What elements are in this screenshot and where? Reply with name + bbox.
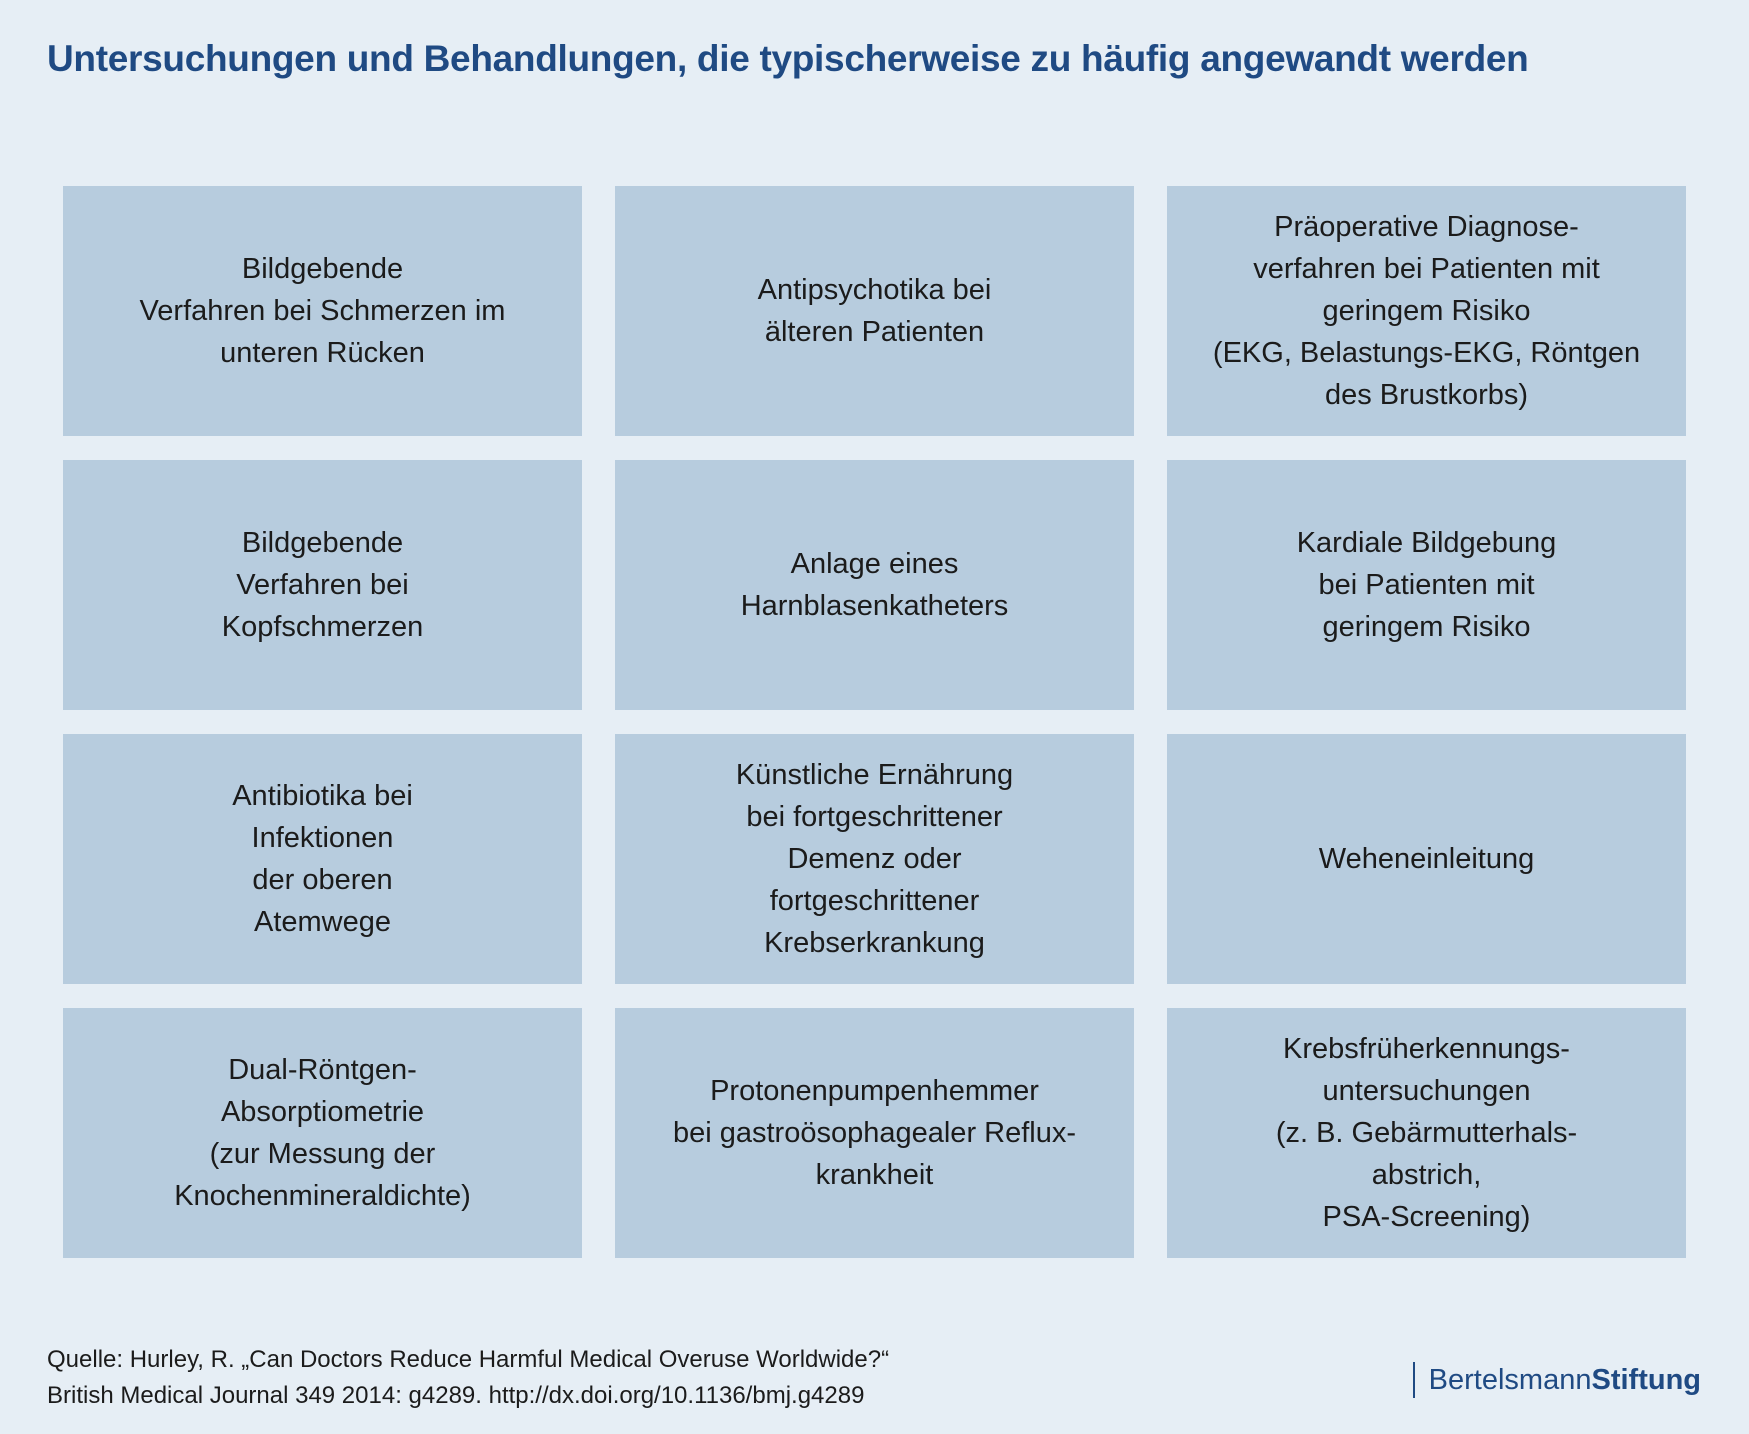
source-note: Quelle: Hurley, R. „Can Doctors Reduce H… [47,1342,889,1414]
grid-cell: Anlage eines Harnblasenkatheters [615,460,1134,710]
grid-cell: Bildgebende Verfahren bei Kopfschmerzen [63,460,582,710]
cell-text: Künstliche Ernährung bei fortgeschritten… [735,759,1014,959]
grid-cell: Protonenpumpenhemmer bei gastroösophagea… [615,1008,1134,1258]
logo-wordmark: BertelsmannStiftung [1429,1364,1701,1397]
cell-text: Antibiotika bei Infektionen der oberen A… [232,780,413,938]
grid-cell: Kardiale Bildgebung bei Patienten mit ge… [1167,460,1686,710]
logo-part-1: Bertelsmann [1428,1363,1592,1396]
cell-text: Anlage eines Harnblasenkatheters [740,548,1009,622]
cell-text: Bildgebende Verfahren bei Schmerzen im u… [139,253,506,369]
logo-part-2: Stiftung [1591,1363,1701,1396]
cell-text: Antipsychotika bei älteren Patienten [757,274,992,348]
grid-cell: Antipsychotika bei älteren Patienten [615,186,1134,436]
overuse-grid: Bildgebende Verfahren bei Schmerzen im u… [63,186,1686,1258]
cell-text: Weheneinleitung [1318,843,1535,875]
grid-cell: Präoperative Diagnose- verfahren bei Pat… [1167,186,1686,436]
grid-cell: Bildgebende Verfahren bei Schmerzen im u… [63,186,582,436]
grid-cell: Krebsfrüherkennungs- untersuchungen (z. … [1167,1008,1686,1258]
cell-text: Dual-Röntgen- Absorptiometrie (zur Messu… [174,1054,471,1212]
grid-cell: Dual-Röntgen- Absorptiometrie (zur Messu… [63,1008,582,1258]
source-line-1: Quelle: Hurley, R. „Can Doctors Reduce H… [47,1346,890,1373]
page-title: Untersuchungen und Behandlungen, die typ… [47,38,1529,79]
source-line-2: British Medical Journal 349 2014: g4289.… [47,1382,865,1409]
grid-cell: Künstliche Ernährung bei fortgeschritten… [615,734,1134,984]
cell-text: Krebsfrüherkennungs- untersuchungen (z. … [1275,1033,1578,1233]
logo-bar [1412,1362,1415,1398]
cell-text: Kardiale Bildgebung bei Patienten mit ge… [1296,527,1557,643]
grid-cell: Weheneinleitung [1167,734,1686,984]
grid-cell: Antibiotika bei Infektionen der oberen A… [63,734,582,984]
cell-text: Protonenpumpenhemmer bei gastroösophagea… [672,1075,1077,1191]
cell-text: Präoperative Diagnose- verfahren bei Pat… [1212,211,1641,411]
bertelsmann-logo: BertelsmannStiftung [1412,1362,1701,1398]
cell-text: Bildgebende Verfahren bei Kopfschmerzen [221,527,424,643]
